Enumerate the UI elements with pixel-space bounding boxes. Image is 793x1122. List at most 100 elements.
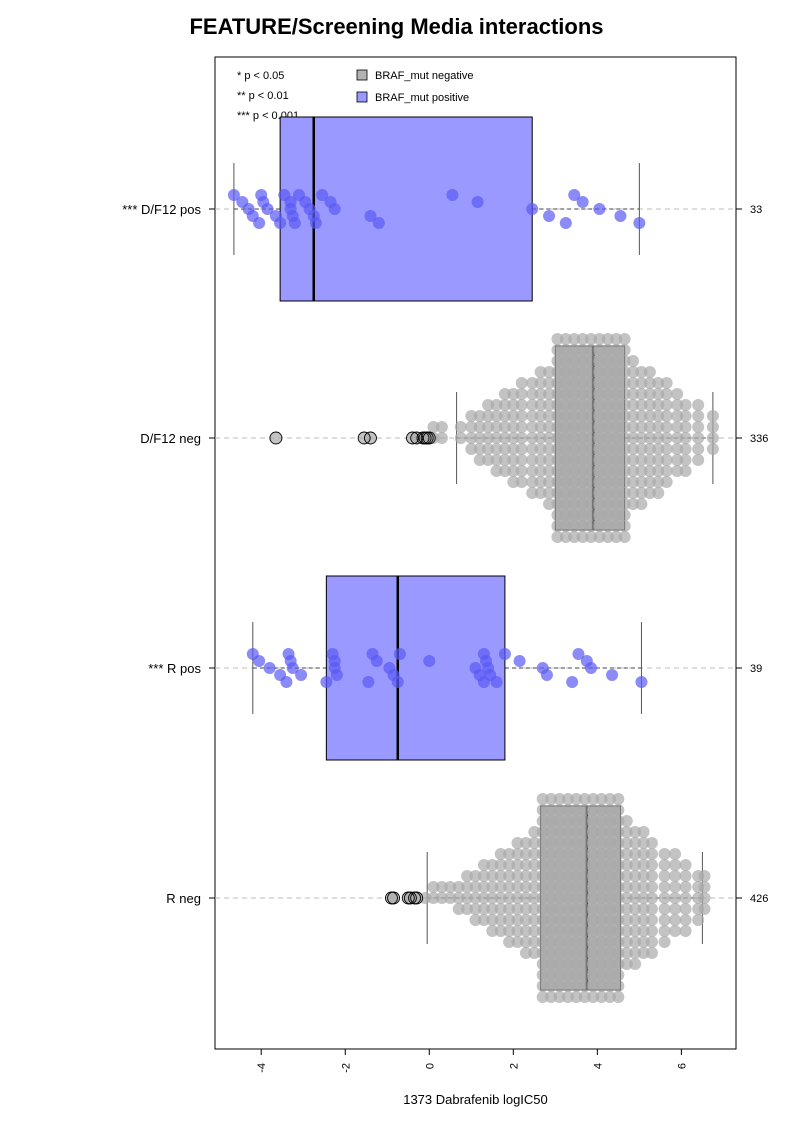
data-point: [593, 432, 606, 444]
data-point: [643, 432, 656, 444]
data-point: [536, 903, 549, 915]
data-point: [576, 476, 589, 488]
data-point: [528, 848, 541, 860]
data-point: [585, 443, 598, 455]
data-point: [561, 991, 574, 1003]
data-point: [559, 410, 572, 422]
outlier-point: [364, 431, 377, 445]
data-point: [568, 509, 581, 521]
data-point: [515, 399, 528, 411]
data-point: [561, 936, 574, 948]
data-point: [570, 991, 583, 1003]
data-point: [603, 837, 616, 849]
data-point: [601, 454, 614, 466]
data-point: [545, 870, 558, 882]
data-point: [253, 217, 266, 229]
data-point: [269, 432, 282, 444]
data-point: [511, 914, 524, 926]
data-point: [503, 936, 516, 948]
row-count-label: 39: [750, 663, 762, 675]
data-point: [637, 826, 650, 838]
data-point: [578, 980, 591, 992]
data-point: [551, 344, 564, 356]
data-point: [587, 859, 600, 871]
data-point: [570, 837, 583, 849]
data-point: [603, 925, 616, 937]
data-point: [593, 203, 606, 215]
data-point: [551, 476, 564, 488]
data-point: [593, 465, 606, 477]
x-tick-label: 2: [508, 1063, 520, 1069]
data-point: [570, 947, 583, 959]
data-point: [528, 903, 541, 915]
data-point: [490, 443, 503, 455]
data-point: [618, 531, 631, 543]
data-point: [658, 859, 671, 871]
data-point: [519, 936, 532, 948]
data-point: [568, 333, 581, 345]
data-point: [568, 344, 581, 356]
data-point: [585, 487, 598, 499]
data-point: [610, 443, 623, 455]
data-point: [660, 421, 673, 433]
data-point: [515, 388, 528, 400]
data-point: [595, 936, 608, 948]
data-point: [536, 870, 549, 882]
data-point: [612, 947, 625, 959]
data-point: [692, 432, 705, 444]
data-point: [587, 793, 600, 805]
data-point: [643, 454, 656, 466]
data-point: [587, 980, 600, 992]
data-point: [595, 837, 608, 849]
data-point: [585, 399, 598, 411]
data-point: [692, 410, 705, 422]
data-point: [536, 936, 549, 948]
data-point: [595, 958, 608, 970]
data-point: [559, 487, 572, 499]
data-point: [482, 421, 495, 433]
data-point: [578, 969, 591, 981]
data-point: [576, 520, 589, 532]
legend-swatch: [356, 69, 368, 81]
data-point: [536, 837, 549, 849]
data-point: [545, 881, 558, 893]
data-point: [511, 870, 524, 882]
data-point: [585, 454, 598, 466]
data-point: [526, 476, 539, 488]
data-point: [612, 914, 625, 926]
data-point: [446, 189, 459, 201]
data-point: [553, 837, 566, 849]
data-point: [603, 914, 616, 926]
data-point: [627, 443, 640, 455]
data-point: [679, 870, 692, 882]
data-point: [585, 432, 598, 444]
data-point: [568, 421, 581, 433]
data-point: [503, 859, 516, 871]
data-point: [601, 366, 614, 378]
data-point: [393, 648, 406, 660]
data-point: [526, 465, 539, 477]
row-count-label: 426: [750, 893, 768, 905]
data-point: [511, 837, 524, 849]
data-point: [465, 421, 478, 433]
data-point: [452, 892, 465, 904]
data-point: [603, 881, 616, 893]
data-point: [561, 837, 574, 849]
data-point: [645, 903, 658, 915]
data-point: [603, 870, 616, 882]
data-point: [553, 859, 566, 871]
data-point: [578, 804, 591, 816]
data-point: [536, 815, 549, 827]
data-point: [561, 892, 574, 904]
data-point: [595, 903, 608, 915]
x-tick-label: 0: [424, 1063, 436, 1069]
data-point: [595, 815, 608, 827]
data-point: [618, 476, 631, 488]
data-point: [635, 377, 648, 389]
data-point: [540, 669, 553, 681]
data-point: [576, 421, 589, 433]
data-point: [585, 509, 598, 521]
data-point: [593, 520, 606, 532]
data-point: [629, 848, 642, 860]
data-point: [585, 355, 598, 367]
